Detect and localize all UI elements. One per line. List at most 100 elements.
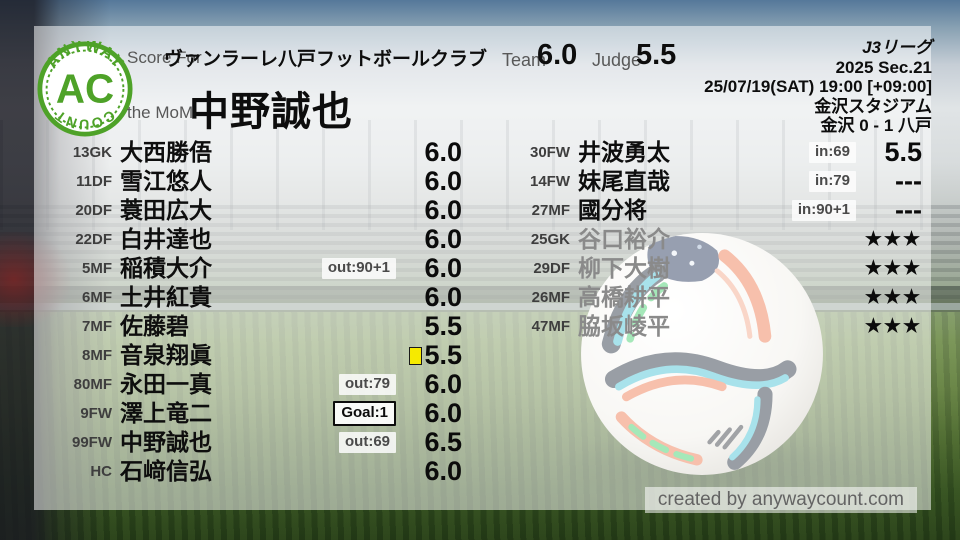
player-name: 井波勇太 [578, 139, 670, 165]
player-name: 白井達也 [120, 226, 212, 252]
player-number-position: 25GK [530, 231, 570, 248]
player-number-position: 47MF [531, 318, 570, 335]
player-rating: --- [895, 166, 922, 196]
player-rating: 5.5 [884, 137, 922, 167]
team-score-value: 6.0 [537, 39, 578, 71]
credit-text: created by anywaycount.com [657, 489, 904, 510]
event-badge: out:79 [339, 374, 396, 395]
player-name: 柳下大樹 [578, 255, 670, 281]
bench-row: 47MF 脇坂崚平 ★★★ [498, 312, 922, 341]
player-rating: 6.0 [424, 224, 462, 254]
credit-bar: created by anywaycount.com [644, 487, 917, 513]
player-number-position: 26MF [531, 289, 570, 306]
player-rating: 6.0 [424, 398, 462, 428]
player-name: 蓑田広大 [120, 197, 212, 223]
event-badge: Goal:1 [333, 401, 396, 426]
event-badge: in:69 [808, 142, 856, 163]
player-number-position: 8MF [81, 347, 112, 364]
player-number-position: 27MF [531, 202, 570, 219]
bench-row: 27MF 國分将 in:90+1 --- [498, 196, 922, 225]
event-badge: in:79 [808, 171, 856, 192]
starter-row: HC 石﨑信弘 6.0 [40, 457, 462, 486]
player-name: 中野誠也 [120, 429, 212, 455]
player-rating: ★★★ [864, 316, 922, 337]
starters-column: 13GK 大西勝俉 6.0 11DF 雪江悠人 6.0 20DF 蓑田広 [40, 138, 462, 486]
starter-row: 8MF 音泉翔眞 5.5 [40, 341, 462, 370]
player-number-position: 22DF [75, 231, 112, 248]
starter-row: 22DF 白井達也 6.0 [40, 225, 462, 254]
player-rating: --- [895, 195, 922, 225]
starter-row: 13GK 大西勝俉 6.0 [40, 138, 462, 167]
bench-row: 14FW 妹尾直哉 in:79 --- [498, 167, 922, 196]
player-name: 稲積大介 [120, 255, 212, 281]
score-for-label: Score For [127, 48, 202, 67]
player-number-position: 7MF [81, 318, 112, 335]
player-name: 佐藤碧 [120, 313, 189, 339]
player-name: 土井紅貴 [120, 284, 212, 310]
anywaycount-logo-icon: ANYWAY COUNT AC [37, 41, 133, 137]
league-name: J3リーグ [862, 38, 932, 57]
svg-text:AC: AC [56, 65, 114, 111]
player-rating: 6.0 [424, 253, 462, 283]
player-number-position: HC [90, 463, 112, 480]
team-score-label: Team [502, 50, 547, 70]
starter-row: 6MF 土井紅貴 6.0 [40, 283, 462, 312]
player-rating: 5.5 [402, 342, 462, 369]
player-name: 石﨑信弘 [120, 458, 212, 484]
player-rating: 6.0 [424, 166, 462, 196]
event-badge: out:69 [339, 432, 396, 453]
player-name: 谷口裕介 [578, 226, 670, 252]
venue: 金沢スタジアム [814, 96, 932, 116]
player-rating: 6.0 [424, 369, 462, 399]
bench-column: 30FW 井波勇太 in:69 5.5 14FW 妹尾直哉 in:79 --- … [498, 138, 922, 341]
player-number-position: 29DF [533, 260, 570, 277]
starter-row: 5MF 稲積大介 out:90+1 6.0 [40, 254, 462, 283]
season-section: 2025 Sec.21 [835, 57, 932, 77]
player-rating: 5.5 [424, 311, 462, 341]
player-number-position: 13GK [72, 144, 112, 161]
player-rating: 6.0 [424, 137, 462, 167]
player-name: 國分将 [578, 197, 647, 223]
bench-row: 29DF 柳下大樹 ★★★ [498, 254, 922, 283]
mom-name: 中野誠也 [189, 90, 353, 134]
starter-row: 7MF 佐藤碧 5.5 [40, 312, 462, 341]
player-number-position: 14FW [529, 173, 570, 190]
player-number-position: 30FW [529, 144, 570, 161]
player-name: 永田一真 [120, 371, 212, 397]
judge-score-value: 5.5 [636, 39, 677, 71]
player-number-position: 99FW [71, 434, 112, 451]
player-name: 高橋耕平 [578, 284, 670, 310]
player-rating: 6.5 [424, 427, 462, 457]
player-rating: ★★★ [864, 229, 922, 250]
bench-row: 25GK 谷口裕介 ★★★ [498, 225, 922, 254]
starter-row: 20DF 蓑田広大 6.0 [40, 196, 462, 225]
player-number-position: 11DF [76, 173, 112, 190]
starter-row: 99FW 中野誠也 out:69 6.5 [40, 428, 462, 457]
player-number-position: 5MF [81, 260, 112, 277]
white-translucent-overlay [34, 26, 931, 510]
player-rating: 6.0 [424, 195, 462, 225]
player-name: 脇坂崚平 [578, 313, 670, 339]
match-info: J3リーグ 2025 Sec.21 25/07/19(SAT) 19:00 [+… [704, 38, 932, 136]
yellow-card-icon [409, 346, 423, 365]
starter-row: 9FW 澤上竜二 Goal:1 6.0 [40, 399, 462, 428]
bench-row: 30FW 井波勇太 in:69 5.5 [498, 138, 922, 167]
player-rating: 6.0 [424, 282, 462, 312]
player-name: 音泉翔眞 [120, 342, 212, 368]
player-name: 雪江悠人 [120, 168, 212, 194]
player-number-position: 20DF [75, 202, 112, 219]
player-name: 澤上竜二 [120, 400, 212, 426]
player-number-position: 9FW [80, 405, 112, 422]
kickoff-datetime: 25/07/19(SAT) 19:00 [+09:00] [704, 77, 932, 96]
player-number-position: 6MF [81, 289, 112, 306]
player-rating: 6.0 [424, 456, 462, 486]
mom-label: the MoM [127, 103, 194, 122]
bench-row: 26MF 高橋耕平 ★★★ [498, 283, 922, 312]
starter-row: 11DF 雪江悠人 6.0 [40, 167, 462, 196]
final-score: 金沢 0 - 1 八戸 [820, 116, 932, 135]
judge-score-label: Judge [592, 50, 642, 70]
player-number-position: 80MF [73, 376, 112, 393]
player-rating: ★★★ [864, 258, 922, 279]
